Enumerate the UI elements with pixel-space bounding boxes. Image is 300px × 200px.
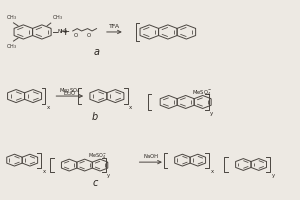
Text: NaOH: NaOH (143, 154, 158, 159)
Text: b: b (92, 112, 98, 122)
Text: TFA: TFA (109, 24, 120, 29)
Text: MeSO$_4^-$: MeSO$_4^-$ (88, 152, 108, 161)
Text: CH$_3$: CH$_3$ (52, 14, 63, 22)
Text: a: a (94, 47, 100, 57)
Text: CH$_3$: CH$_3$ (6, 42, 17, 51)
Text: x: x (47, 105, 50, 110)
Text: Me$_2$SO$_4$: Me$_2$SO$_4$ (59, 86, 81, 95)
Text: O: O (74, 33, 78, 38)
Text: NH$_2$: NH$_2$ (57, 28, 69, 36)
Text: x: x (129, 105, 132, 110)
Text: MeSO$_4^-$: MeSO$_4^-$ (192, 88, 212, 98)
Text: +: + (61, 27, 70, 37)
Text: x: x (211, 169, 214, 174)
Text: c: c (92, 178, 98, 188)
Text: y: y (272, 173, 274, 178)
Text: O: O (87, 33, 91, 38)
Text: y: y (107, 173, 110, 178)
Text: Et$_2$O: Et$_2$O (63, 89, 76, 98)
Text: x: x (43, 169, 46, 174)
Text: CH$_3$: CH$_3$ (6, 13, 17, 22)
Text: y: y (210, 111, 213, 116)
